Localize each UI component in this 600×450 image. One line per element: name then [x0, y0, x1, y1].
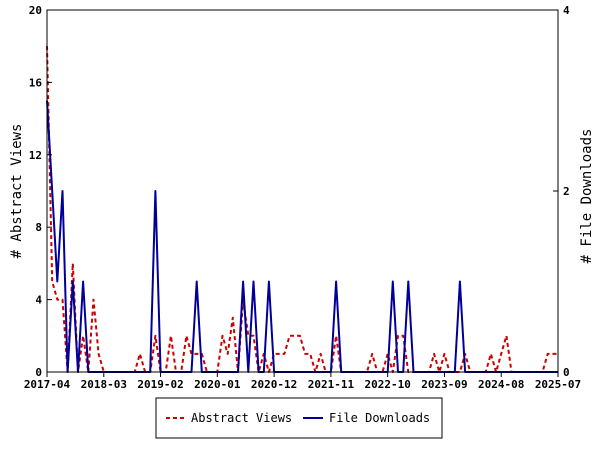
right-axis: 0 2 4 [553, 4, 570, 379]
series-line-abstract-views [46, 46, 558, 373]
left-axis: 0 4 8 12 16 20 [29, 4, 52, 379]
x-axis: 2017-04 2018-03 2019-02 2020-01 2020-12 2021-… [24, 372, 581, 391]
legend: Abstract Views File Downloads [155, 397, 443, 439]
x-tick-label: 2023-09 [421, 378, 467, 391]
y-axis-right-title: # File Downloads [579, 129, 595, 264]
y-axis-left-title: # Abstract Views [9, 124, 25, 259]
legend-label-file-downloads: File Downloads [329, 411, 430, 425]
legend-label-abstract-views: Abstract Views [191, 411, 292, 425]
x-tick-label: 2018-03 [81, 378, 127, 391]
x-tick-label: 2025-07 [535, 378, 581, 391]
y-left-tick-label: 16 [29, 76, 43, 89]
series-line-file-downloads [46, 100, 558, 373]
y-left-tick-label: 8 [35, 221, 42, 234]
y-right-tick-label: 0 [563, 366, 570, 379]
plot-lines [46, 46, 558, 373]
x-tick-label: 2024-08 [478, 378, 524, 391]
y-right-tick-label: 4 [563, 4, 570, 17]
y-left-tick-label: 4 [35, 294, 42, 307]
y-right-tick-label: 2 [563, 185, 570, 198]
x-tick-label: 2017-04 [24, 378, 71, 391]
x-tick-label: 2020-12 [251, 378, 297, 391]
x-tick-label: 2022-10 [364, 378, 410, 391]
y-left-tick-label: 20 [29, 4, 42, 17]
x-tick-label: 2021-11 [308, 378, 355, 391]
x-tick-label: 2019-02 [137, 378, 183, 391]
legend-box [155, 397, 443, 439]
x-tick-label: 2020-01 [194, 378, 241, 391]
y-left-tick-label: 12 [29, 149, 42, 162]
y-left-tick-label: 0 [35, 366, 42, 379]
plot-frame [46, 9, 559, 373]
